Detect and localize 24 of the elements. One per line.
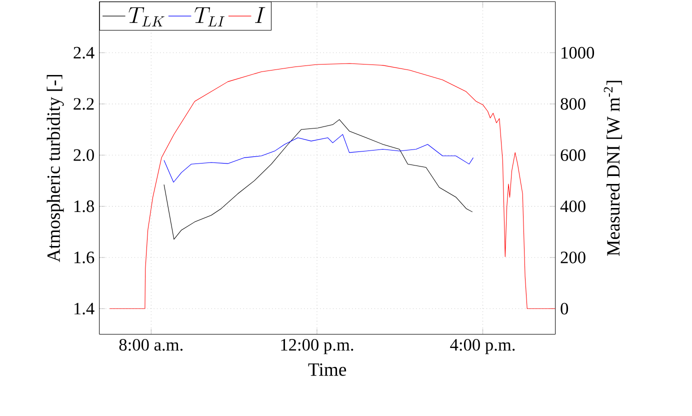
y2-tick-label: 200 <box>560 252 586 264</box>
y-tick-label: 2.2 <box>74 98 94 110</box>
y2-tick-label: 0 <box>560 302 568 315</box>
legend-label: $T_{LI}$ <box>194 7 225 26</box>
y2-tick-label: 400 <box>560 200 586 212</box>
line-series <box>164 134 474 183</box>
legend-label: $T_{LK}$ <box>128 7 164 26</box>
y-tick-label: 2.0 <box>74 149 94 162</box>
y2-tick-label: 600 <box>560 149 586 161</box>
x-tick-label: 8:00 a.m. <box>119 338 183 351</box>
x-tick-label: 4:00 p.m. <box>450 338 515 354</box>
y-tick-label: 1.4 <box>74 302 94 315</box>
y-tick-label: 1.6 <box>74 252 94 264</box>
y2-tick-label: 800 <box>560 98 586 110</box>
y2-tick-label: 1000 <box>562 46 594 59</box>
line-series <box>109 63 556 309</box>
x-axis-title: Time <box>308 363 346 376</box>
legend-label: $I$ <box>255 7 266 23</box>
y-tick-label: 1.8 <box>74 200 94 212</box>
y2-axis-title: Measured DNI [W m$^{-2}$] <box>604 80 622 256</box>
y-tick-label: 2.4 <box>74 46 94 59</box>
line-series <box>164 119 473 240</box>
y-axis-title: Atmospheric turbidity [-] <box>46 74 64 262</box>
x-tick-label: 12:00 p.m. <box>281 338 354 354</box>
